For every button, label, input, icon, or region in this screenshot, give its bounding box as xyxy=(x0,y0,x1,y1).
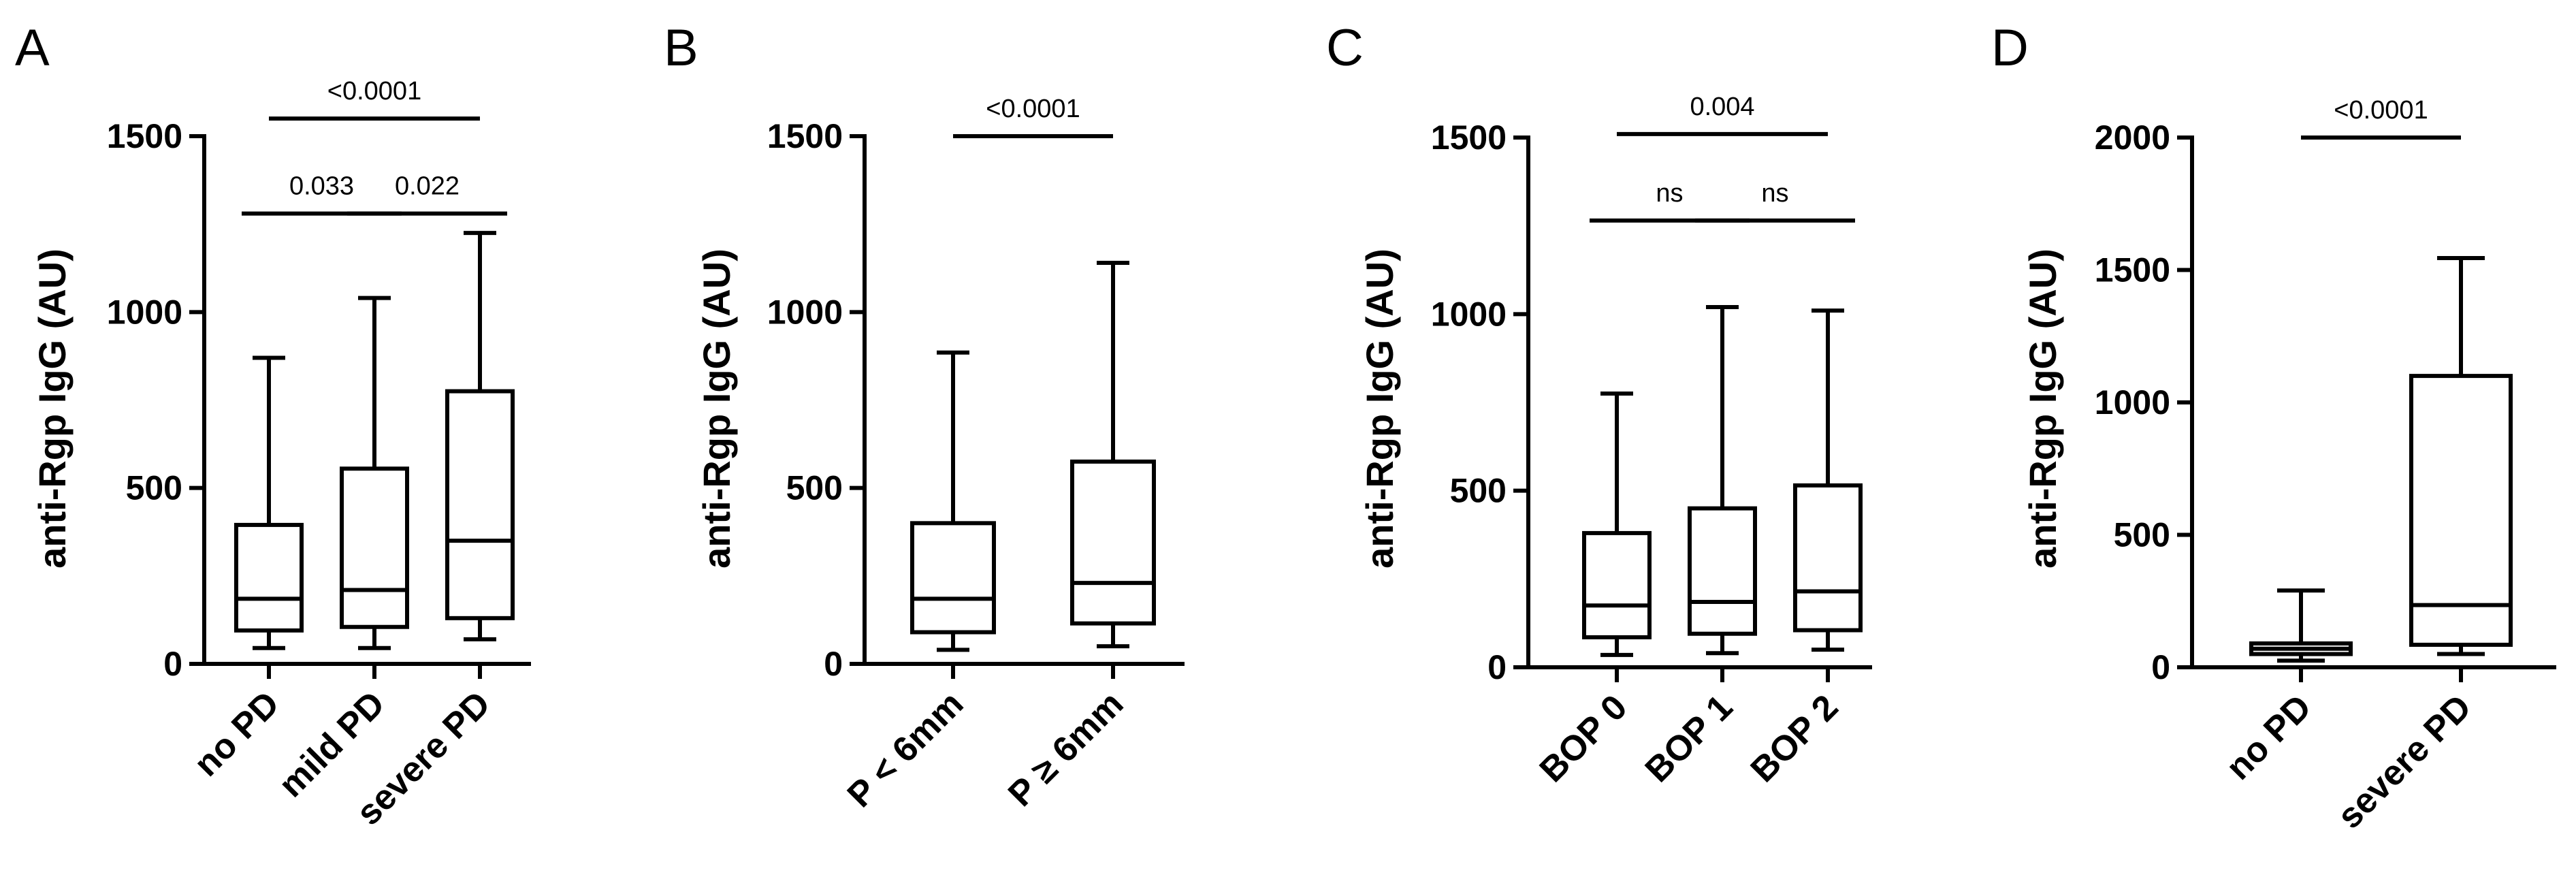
y-tick-label: 500 xyxy=(786,469,843,507)
box-iqr xyxy=(1070,459,1156,626)
y-tick-label: 500 xyxy=(126,469,182,507)
y-axis-label: anti-Rgp IgG (AU) xyxy=(2021,249,2064,569)
significance-label: 0.004 xyxy=(1690,93,1754,121)
box-iqr xyxy=(445,389,515,620)
box-iqr xyxy=(1582,530,1652,639)
category-label: BOP 1 xyxy=(1638,687,1741,790)
y-tick-label: 1500 xyxy=(1431,118,1507,157)
box-iqr xyxy=(340,466,409,629)
y-axis-label: anti-Rgp IgG (AU) xyxy=(1358,249,1401,569)
y-tick-label: 1500 xyxy=(767,117,843,155)
y-tick-label: 1000 xyxy=(2095,383,2170,421)
panel-letter: B xyxy=(664,19,698,77)
panel-letter: C xyxy=(1326,19,1364,77)
y-tick-label: 0 xyxy=(1487,648,1507,686)
y-tick-label: 0 xyxy=(824,645,843,683)
y-tick-label: 1000 xyxy=(1431,295,1507,333)
box-iqr xyxy=(910,521,996,635)
y-tick-label: 1000 xyxy=(107,293,182,331)
box-iqr xyxy=(2409,374,2513,647)
category-label: severe PD xyxy=(2330,687,2479,836)
category-label: no PD xyxy=(187,684,287,784)
panel-letter: D xyxy=(1991,19,2029,77)
category-label: BOP 2 xyxy=(1743,687,1846,790)
box-iqr xyxy=(1688,506,1757,636)
y-tick-label: 2000 xyxy=(2095,118,2170,157)
category-label: no PD xyxy=(2219,687,2319,787)
panel-b: B anti-Rgp IgG (AU) 0 500 1000 1500 P < 6mm P… xyxy=(664,19,1185,815)
y-tick-label: 1000 xyxy=(767,293,843,331)
significance-label: <0.0001 xyxy=(986,95,1080,123)
significance-label: ns xyxy=(1656,179,1683,208)
box-iqr xyxy=(1793,483,1863,633)
y-axis-label: anti-Rgp IgG (AU) xyxy=(31,249,74,569)
significance-label: 0.022 xyxy=(395,172,460,201)
category-label: P ≥ 6mm xyxy=(1001,684,1131,814)
significance-label: 0.033 xyxy=(289,172,354,201)
panel-letter: A xyxy=(15,19,50,77)
significance-label: ns xyxy=(1761,179,1788,208)
panel-d: D anti-Rgp IgG (AU) 0 500 1000 1500 2000 no P… xyxy=(1991,19,2556,836)
y-tick-label: 1500 xyxy=(2095,251,2170,289)
y-tick-label: 500 xyxy=(2114,516,2170,554)
category-label: BOP 0 xyxy=(1532,687,1635,790)
y-tick-label: 0 xyxy=(2151,648,2170,686)
significance-label: <0.0001 xyxy=(327,77,421,106)
y-tick-label: 0 xyxy=(163,645,182,683)
box-iqr xyxy=(234,522,304,633)
y-axis-label: anti-Rgp IgG (AU) xyxy=(695,249,738,569)
category-label: P < 6mm xyxy=(840,684,971,815)
y-tick-label: 1500 xyxy=(107,117,182,155)
y-tick-label: 500 xyxy=(1450,472,1507,510)
significance-label: <0.0001 xyxy=(2334,96,2428,125)
